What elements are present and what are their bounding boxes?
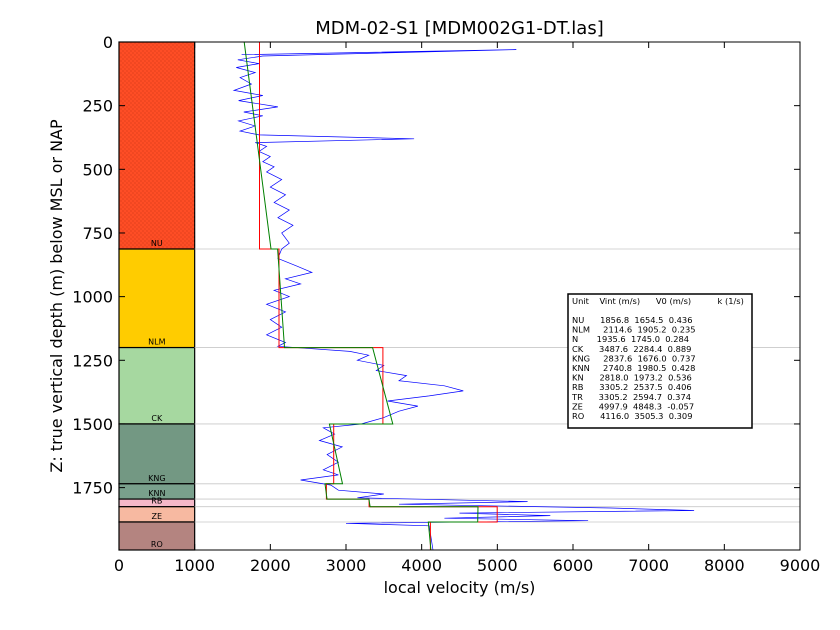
table-row: NU 1856.8 1654.5 0.436	[572, 315, 692, 325]
x-tick-label: 9000	[780, 556, 821, 575]
table-row: KNN 2740.8 1980.5 0.428	[572, 363, 695, 373]
unit-label-ze: ZE	[152, 512, 163, 521]
y-tick-label: 500	[82, 160, 113, 179]
series-line-1	[232, 49, 695, 550]
table-header: Unit Vint (m/s) V0 (m/s) k (1/s)	[572, 296, 744, 306]
table-row: TR 3305.2 2594.7 0.374	[571, 392, 691, 402]
series-line-3	[243, 42, 479, 550]
unit-label-kng: KNG	[148, 474, 165, 483]
y-tick-label: 250	[82, 97, 113, 116]
table-row: KNG 2837.6 1676.0 0.737	[572, 353, 696, 363]
y-tick-label: 1250	[72, 351, 113, 370]
y-axis-ticks: 0 250 500 750 1000 1250 1500 1750	[72, 33, 800, 498]
plot-frame	[118, 41, 801, 551]
x-tick-label: 8000	[704, 556, 745, 575]
x-tick-label: 0	[114, 556, 124, 575]
y-axis-title: Z: true vertical depth (m) below MSL or …	[47, 119, 66, 473]
unit-label-knn: KNN	[148, 489, 165, 498]
unit-ck-block	[118, 346, 196, 425]
table-frame	[567, 293, 753, 429]
y-tick-label: 1500	[72, 415, 113, 434]
y-tick-label: 1000	[72, 288, 113, 307]
unit-nlm-block	[118, 248, 196, 349]
unit-label-nlm: NLM	[148, 338, 165, 347]
x-tick-label: 5000	[477, 556, 518, 575]
x-tick-label: 4000	[401, 556, 442, 575]
y-tick-label: 1750	[72, 479, 113, 498]
series-lines	[232, 42, 695, 550]
table-row: NLM 2114.6 1905.2 0.235	[572, 325, 696, 335]
table-row: CK 3487.6 2284.4 0.889	[572, 344, 691, 354]
x-tick-label: 1000	[174, 556, 215, 575]
x-tick-label: 2000	[250, 556, 291, 575]
velocity-table: Unit Vint (m/s) V0 (m/s) k (1/s) NU 1856.…	[567, 293, 753, 429]
unit-label-nu: NU	[151, 239, 163, 248]
x-axis-title: local velocity (m/s)	[384, 578, 536, 597]
table-row: RO 4116.0 3505.3 0.309	[572, 411, 692, 421]
unit-label-ck: CK	[151, 414, 163, 423]
unit-label-ro: RO	[151, 540, 163, 549]
x-tick-label: 3000	[326, 556, 367, 575]
y-tick-label: 750	[82, 224, 113, 243]
x-tick-label: 7000	[628, 556, 669, 575]
table-row: N 1935.6 1745.0 0.284	[572, 334, 689, 344]
unit-label-rb: RB	[151, 497, 162, 506]
y-tick-label: 0	[103, 33, 113, 52]
table-row: ZE 4997.9 4848.3 -0.057	[572, 401, 694, 411]
table-row: KN 2818.0 1973.2 0.536	[572, 373, 692, 383]
unit-nu-pattern	[119, 42, 195, 250]
unit-kng-block	[118, 423, 196, 485]
series-line-2	[259, 42, 498, 550]
table-row: RB 3305.2 2537.5 0.406	[572, 382, 692, 392]
x-tick-label: 6000	[553, 556, 594, 575]
unit-ro-block	[118, 521, 196, 551]
chart-title: MDM-02-S1 [MDM002G1-DT.las]	[315, 18, 603, 39]
x-axis-ticks: 0 1000 2000 3000 4000 5000 6000 7000 8000 9000	[114, 42, 820, 575]
